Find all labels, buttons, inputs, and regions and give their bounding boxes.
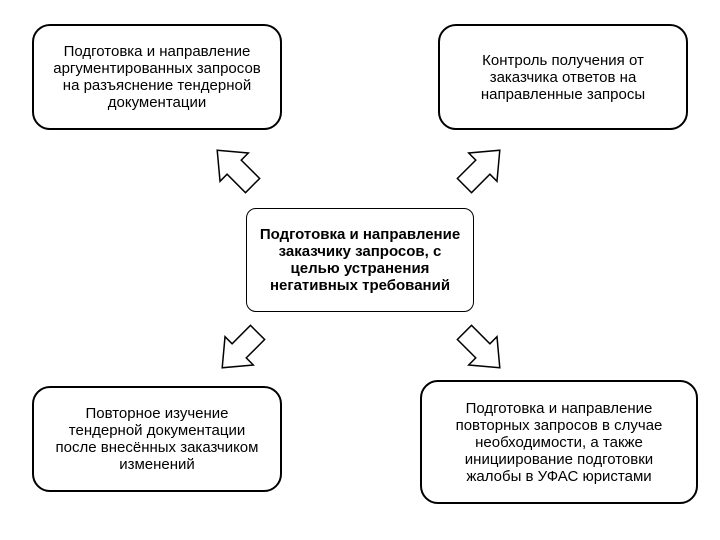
node-bottom-right-label: Подготовка и направление повторных запро… bbox=[440, 400, 678, 485]
arrow-to-top-right bbox=[435, 125, 526, 216]
node-top-left: Подготовка и направление аргументированн… bbox=[32, 24, 282, 130]
node-top-left-label: Подготовка и направление аргументированн… bbox=[52, 43, 262, 111]
node-bottom-left: Повторное изучение тендерной документаци… bbox=[32, 386, 282, 492]
node-bottom-left-label: Повторное изучение тендерной документаци… bbox=[52, 405, 262, 473]
arrow-to-top-left bbox=[192, 125, 283, 216]
center-node: Подготовка и направление заказчику запро… bbox=[246, 208, 474, 312]
node-top-right-label: Контроль получения от заказчика ответов … bbox=[458, 52, 668, 103]
center-node-label: Подготовка и направление заказчику запро… bbox=[257, 226, 463, 294]
node-bottom-right: Подготовка и направление повторных запро… bbox=[420, 380, 698, 504]
node-top-right: Контроль получения от заказчика ответов … bbox=[438, 24, 688, 130]
arrow-to-bottom-left bbox=[197, 303, 288, 394]
